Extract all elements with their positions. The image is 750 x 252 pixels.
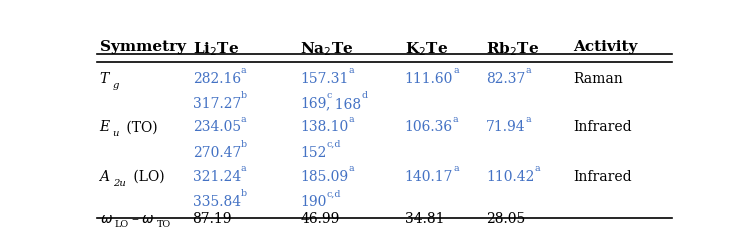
- Text: Infrared: Infrared: [573, 120, 632, 135]
- Text: a: a: [526, 115, 531, 124]
- Text: a: a: [526, 66, 531, 75]
- Text: $\omega$: $\omega$: [100, 212, 112, 226]
- Text: 138.10: 138.10: [300, 120, 348, 135]
- Text: 2u: 2u: [113, 179, 127, 188]
- Text: Raman: Raman: [573, 72, 623, 86]
- Text: (TO): (TO): [122, 120, 158, 135]
- Text: (LO): (LO): [129, 170, 164, 184]
- Text: Infrared: Infrared: [573, 170, 632, 184]
- Text: 270.47: 270.47: [193, 146, 241, 160]
- Text: a: a: [241, 164, 247, 173]
- Text: 234.05: 234.05: [193, 120, 241, 135]
- Text: a: a: [349, 66, 354, 75]
- Text: Symmetry: Symmetry: [100, 40, 185, 54]
- Text: 185.09: 185.09: [300, 170, 348, 184]
- Text: b: b: [241, 140, 247, 149]
- Text: u: u: [112, 129, 118, 138]
- Text: TO: TO: [157, 220, 171, 229]
- Text: Activity: Activity: [573, 40, 638, 54]
- Text: LO: LO: [115, 220, 129, 229]
- Text: , 168: , 168: [326, 97, 362, 111]
- Text: a: a: [348, 164, 354, 173]
- Text: E: E: [100, 120, 109, 135]
- Text: a: a: [453, 66, 459, 75]
- Text: 111.60: 111.60: [405, 72, 453, 86]
- Text: A: A: [100, 170, 109, 184]
- Text: a: a: [535, 164, 540, 173]
- Text: a: a: [348, 115, 354, 124]
- Text: Rb$_2$Te: Rb$_2$Te: [486, 40, 539, 58]
- Text: c,d: c,d: [326, 140, 341, 149]
- Text: 110.42: 110.42: [486, 170, 535, 184]
- Text: 106.36: 106.36: [405, 120, 453, 135]
- Text: 282.16: 282.16: [193, 72, 241, 86]
- Text: d: d: [362, 91, 368, 100]
- Text: 46.99: 46.99: [300, 212, 340, 226]
- Text: 190: 190: [300, 195, 326, 209]
- Text: 140.17: 140.17: [405, 170, 453, 184]
- Text: –: –: [131, 212, 138, 226]
- Text: Li$_2$Te: Li$_2$Te: [193, 40, 238, 58]
- Text: 157.31: 157.31: [300, 72, 349, 86]
- Text: Na$_2$Te: Na$_2$Te: [300, 40, 354, 58]
- Text: 28.05: 28.05: [486, 212, 525, 226]
- Text: 82.37: 82.37: [486, 72, 526, 86]
- Text: 71.94: 71.94: [486, 120, 526, 135]
- Text: b: b: [241, 189, 247, 198]
- Text: 317.27: 317.27: [193, 97, 241, 111]
- Text: 152: 152: [300, 146, 326, 160]
- Text: 34.81: 34.81: [405, 212, 444, 226]
- Text: a: a: [241, 115, 246, 124]
- Text: c: c: [326, 91, 332, 100]
- Text: c,d: c,d: [326, 189, 341, 198]
- Text: K$_2$Te: K$_2$Te: [405, 40, 448, 58]
- Text: 335.84: 335.84: [193, 195, 241, 209]
- Text: $\omega$: $\omega$: [142, 212, 154, 226]
- Text: 169: 169: [300, 97, 326, 111]
- Text: a: a: [453, 164, 459, 173]
- Text: b: b: [241, 91, 247, 100]
- Text: T: T: [100, 72, 109, 86]
- Text: 321.24: 321.24: [193, 170, 241, 184]
- Text: 87.19: 87.19: [193, 212, 232, 226]
- Text: a: a: [241, 66, 246, 75]
- Text: a: a: [453, 115, 458, 124]
- Text: g: g: [112, 81, 118, 90]
